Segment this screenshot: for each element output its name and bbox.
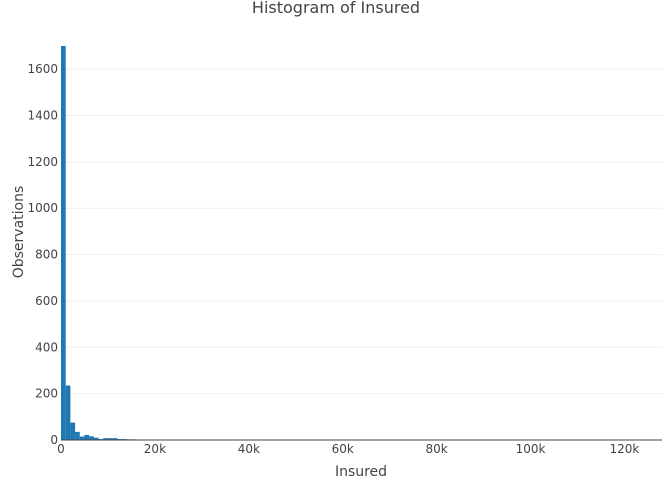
histogram-bar (112, 438, 118, 440)
y-tick-label: 600 (35, 294, 58, 308)
histogram-bar (103, 438, 108, 440)
y-tick-label: 800 (35, 248, 58, 262)
y-tick-label: 1400 (27, 109, 58, 123)
histogram-bar (65, 385, 71, 440)
histogram-bar (93, 437, 99, 440)
y-tick-label: 200 (35, 387, 58, 401)
y-tick-label: 1200 (27, 155, 58, 169)
x-axis-ticks: 0 20k 40k 60k 80k 100k 120k (57, 442, 639, 456)
chart-title: Histogram of Insured (252, 0, 420, 17)
y-axis-ticks: 0 200 400 600 800 1000 1200 1400 1600 (27, 62, 58, 447)
histogram-bar (70, 422, 76, 440)
x-tick-label: 100k (516, 442, 546, 456)
y-tick-label: 0 (50, 433, 58, 447)
histogram-bar (61, 46, 66, 440)
y-axis-title: Observations (11, 186, 27, 279)
x-tick-label: 60k (332, 442, 354, 456)
histogram-bar (84, 434, 90, 440)
histogram-bar (75, 431, 80, 440)
x-tick-label: 80k (426, 442, 448, 456)
grid-lines (61, 68, 662, 395)
histogram-bar (107, 438, 113, 440)
x-tick-label: 0 (57, 442, 65, 456)
y-tick-label: 1600 (27, 62, 58, 76)
x-tick-label: 120k (610, 442, 640, 456)
y-tick-label: 1000 (27, 201, 58, 215)
x-tick-label: 40k (238, 442, 260, 456)
histogram-bar (79, 436, 85, 440)
histogram-bars (61, 46, 662, 440)
x-tick-label: 20k (144, 442, 166, 456)
y-tick-label: 400 (35, 340, 58, 354)
x-axis-title: Insured (335, 464, 387, 480)
histogram-bar (89, 436, 94, 440)
